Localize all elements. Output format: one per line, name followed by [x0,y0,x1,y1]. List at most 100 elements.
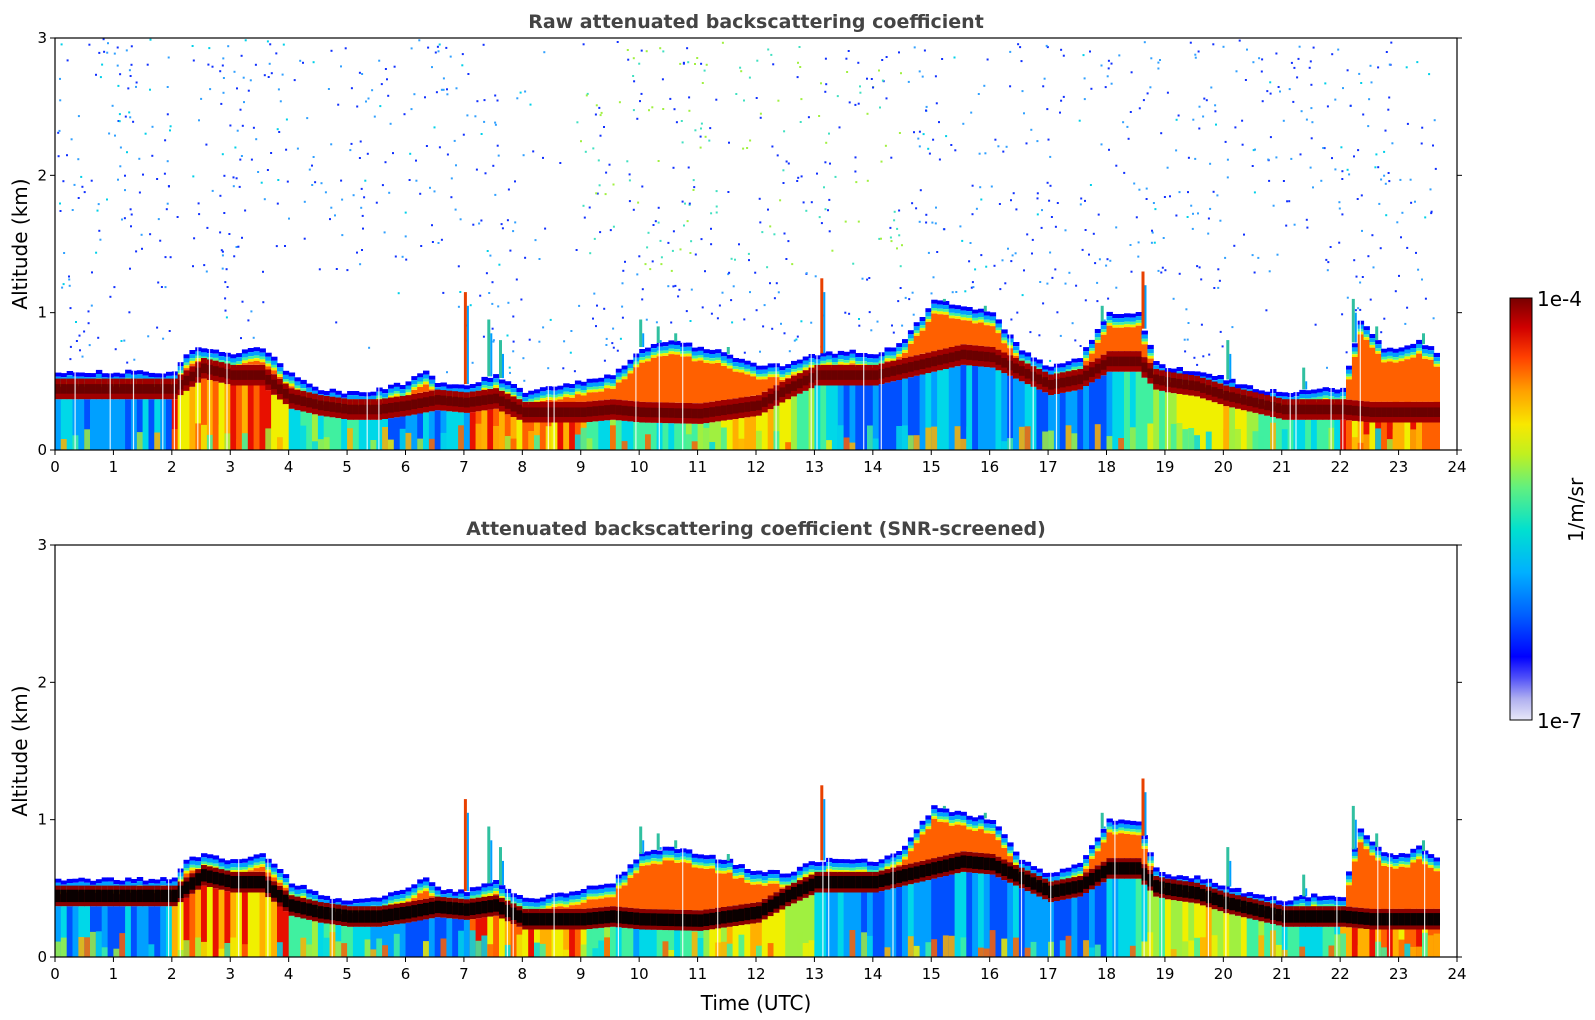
noise-point [1257,256,1260,259]
bl-transition-cell [1036,872,1043,877]
bl-lower-cell [499,918,506,957]
bl-core-dark-cell [569,407,576,417]
bl-transition-cell [1235,384,1242,389]
noise-point [854,170,857,173]
bl-transition-cell [1316,392,1324,397]
noise-point [628,200,631,203]
bl-transition-cell [656,858,664,862]
bl-transition-cell [773,874,780,879]
noise-point [1126,125,1129,128]
bl-transition-cell [1375,340,1382,345]
bl-transition-cell [405,891,412,896]
bl-transition-cell [837,867,845,871]
bl-transition-cell [884,351,891,356]
noise-point [341,234,344,237]
bl-transition-cell [796,866,804,871]
bl-transition-cell [417,887,424,891]
noise-point [715,211,718,214]
noise-point [1123,171,1126,174]
noise-point [721,41,724,44]
noise-point [547,367,550,370]
noise-point [361,214,364,217]
bl-transition-cell [750,373,757,377]
bl-transition-cell [247,870,255,872]
noise-point [224,281,227,284]
bl-transition-cell [843,360,850,363]
bl-transition-cell [884,855,891,860]
bl-ground-cell [1188,428,1195,450]
noise-point [687,61,690,64]
plume [463,292,467,385]
bl-lower-cell [1077,896,1084,957]
bl-lower-cell [370,926,377,957]
bl-transition-cell [767,880,775,884]
bl-core-saturated-cell [954,856,961,870]
bl-ground-cell [1182,941,1189,957]
noise-point [641,185,644,188]
bl-core-saturated-cell [750,907,757,920]
bl-lower-cell [557,929,564,957]
bl-transition-cell [907,330,915,335]
noise-point [1009,50,1012,53]
bl-transition-cell [978,312,985,317]
bl-lower-cell [592,928,599,957]
bl-core-saturated-cell [376,910,383,923]
bl-transition-cell [253,347,260,352]
bl-transition-cell [557,396,564,400]
noise-point [516,97,519,100]
bl-core-saturated-cell [411,905,418,918]
bl-transition-cell [989,316,997,321]
noise-point [1380,331,1383,334]
bl-core-saturated-cell [335,908,342,922]
bl-transition-cell [796,370,804,374]
plume [942,298,946,302]
noise-point [1359,281,1362,284]
noise-point [941,58,944,60]
bl-core-saturated-cell [627,912,634,925]
noise-point [593,237,596,240]
bl-transition-cell [78,881,85,886]
bl-core-saturated-cell [434,900,442,914]
noise-point [329,218,331,221]
bl-transition-cell [1071,872,1078,876]
bl-transition-cell [452,384,459,389]
bl-transition-cell [1053,367,1061,372]
noise-point [69,358,72,361]
bl-core-dark-cell [802,375,810,386]
noise-point [1096,300,1099,303]
bl-ground-cell [388,439,395,450]
bl-core-dark-cell [750,401,757,411]
bl-core-saturated-cell [896,870,903,883]
noise-point [766,266,769,269]
bl-transition-cell [1071,868,1078,873]
bl-transition-cell [802,360,810,365]
plume [1226,340,1230,380]
bl-lower-cell [902,885,909,957]
data-gap-line [378,387,380,450]
bl-lower-cell [1275,418,1283,450]
bl-transition-cell [791,879,798,883]
bl-transition-cell [697,346,704,351]
bl-transition-cell [417,381,424,385]
bl-ground-cell [913,435,921,450]
bl-transition-cell [586,893,593,897]
bl-ground-cell [1182,429,1189,450]
bl-transition-cell [750,884,757,903]
noise-point [378,59,381,62]
bl-transition-cell [317,895,325,900]
bl-ground-cell [843,437,850,450]
noise-point [455,164,457,167]
bl-transition-cell [989,323,997,326]
noise-point [1014,252,1017,255]
noise-point [113,52,116,55]
bl-transition-cell [1013,862,1020,866]
bl-core-saturated-cell [1071,881,1078,894]
bl-transition-cell [1404,349,1411,354]
bl-transition-cell [1293,904,1300,908]
noise-point [480,133,483,135]
bl-lower-cell [405,415,412,450]
bl-core-dark-cell [1071,375,1078,386]
bl-ground-cell [808,940,815,957]
bl-transition-cell [1311,393,1318,398]
bl-transition-cell [785,364,792,369]
